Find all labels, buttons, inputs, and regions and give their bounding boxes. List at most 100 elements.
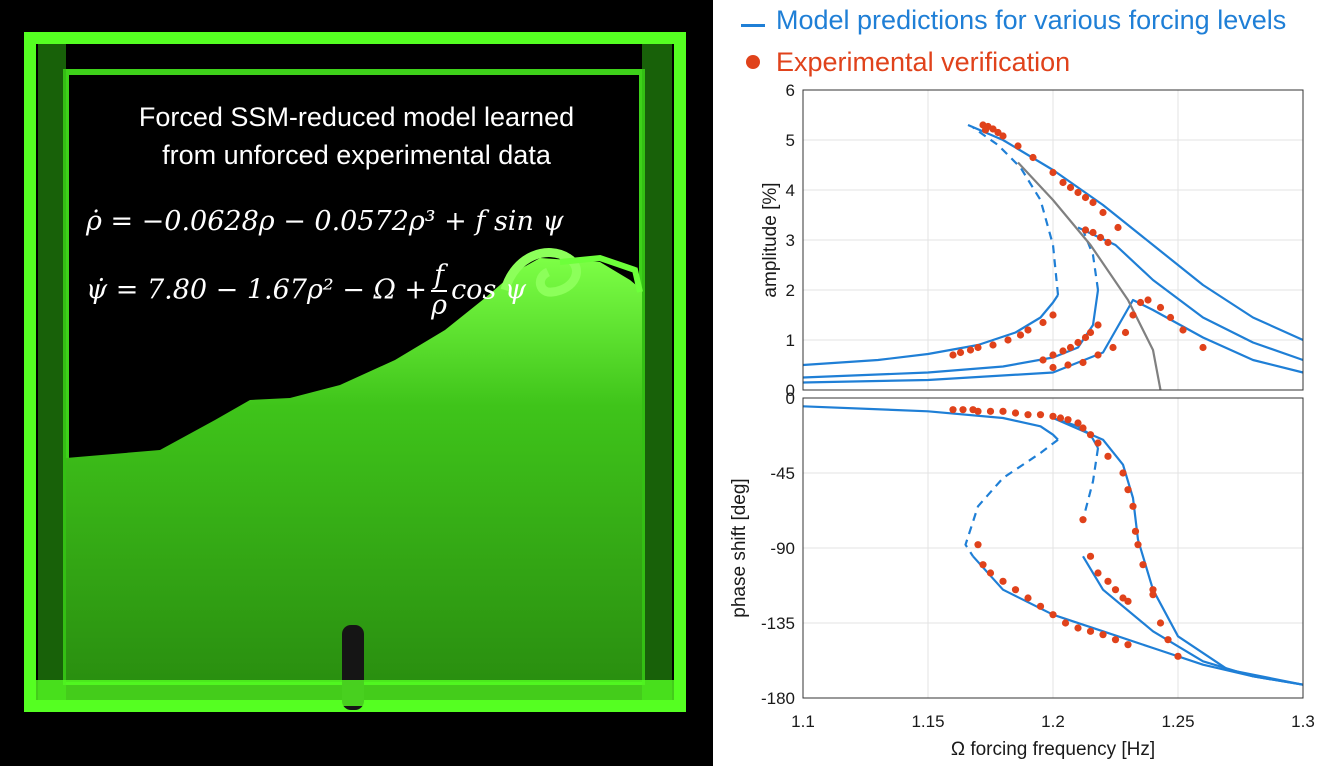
panel-amplitude: 6 5 4 3 2 1 0 amplitude [%] — [760, 81, 1304, 400]
experiment-point — [999, 407, 1007, 415]
experiment-point — [1086, 328, 1095, 337]
y-axis-label-amplitude: amplitude [%] — [760, 182, 781, 297]
experiment-point — [1104, 238, 1112, 247]
experiment-point — [1036, 411, 1045, 419]
tank-base — [30, 680, 680, 706]
model-curve — [802, 294, 1059, 367]
model-curve — [802, 405, 1059, 441]
experiment-point — [1036, 602, 1045, 610]
experiment-point — [1104, 452, 1112, 460]
experiment-point — [1024, 326, 1032, 334]
experiment-point — [1074, 338, 1082, 347]
experiment-point — [1179, 326, 1187, 334]
model-curve-unstable — [972, 126, 1060, 296]
experiment-point — [1061, 619, 1070, 627]
equation-rho: ρ̇ = −0.0628ρ − 0.0572ρ³ + f sin ψ — [86, 206, 564, 237]
experiment-point — [986, 569, 995, 577]
y-tick-label: 4 — [786, 181, 795, 200]
experiment-point — [1124, 597, 1132, 605]
experiment-point — [1074, 188, 1082, 197]
experiment-point — [1131, 527, 1140, 535]
experiment-point — [1049, 311, 1057, 319]
legend-line-swatch — [730, 5, 776, 36]
legend-dot-swatch — [730, 47, 776, 78]
chart-legend: Model predictions for various forcing le… — [730, 0, 1323, 90]
panel-phase: 0 -45 -90 -135 -180 phase shift [deg] — [729, 389, 1304, 708]
model-curve-unstable — [1081, 229, 1100, 291]
experiment-point — [1129, 502, 1137, 510]
experiment-point — [1111, 586, 1120, 594]
experiment-point — [1079, 516, 1087, 524]
model-curve — [1082, 555, 1304, 686]
wave-spray — [559, 254, 643, 293]
legend-model-label: Model predictions for various forcing le… — [776, 4, 1287, 35]
experiment-point — [1121, 328, 1130, 337]
model-curve-unstable — [964, 438, 1059, 557]
experiment-point — [1099, 208, 1107, 217]
experiment-point — [1089, 228, 1097, 237]
experiment-point — [1119, 469, 1127, 477]
x-tick-label: 1.25 — [1161, 712, 1194, 731]
experiment-point — [979, 561, 987, 569]
experiment-point — [959, 406, 967, 414]
experiment-point — [949, 351, 957, 359]
experiment-point — [1114, 223, 1122, 232]
experiment-point — [1094, 569, 1102, 577]
experiment-point — [1104, 577, 1112, 585]
x-axis-label: Ω forcing frequency [Hz] — [951, 739, 1155, 760]
experiment-point — [1174, 652, 1182, 660]
experiment-point — [1081, 333, 1090, 342]
experiment-point — [956, 348, 965, 357]
experiment-point — [1109, 343, 1117, 352]
experiment-point — [974, 407, 982, 415]
experiment-point — [1089, 198, 1097, 207]
experiment-point — [1086, 627, 1095, 635]
experiment-point — [1029, 153, 1037, 162]
y-tick-label: 3 — [786, 231, 795, 250]
x-tick-label: 1.2 — [1041, 712, 1065, 731]
experiment-point — [1049, 351, 1057, 359]
experiment-point — [1144, 296, 1152, 304]
experiment-point — [1086, 431, 1095, 439]
sloshing-tank-illustration — [24, 32, 686, 712]
experiment-point — [1164, 636, 1172, 644]
plot-frame-amplitude — [802, 89, 1304, 391]
experiment-point — [1049, 611, 1057, 619]
experiment-point — [1066, 183, 1075, 192]
experiment-point — [999, 577, 1007, 585]
equation-psi-right: cos ψ — [451, 274, 527, 306]
experiment-point — [1039, 318, 1047, 327]
model-curve — [802, 298, 1304, 384]
y-tick-label: 2 — [786, 281, 795, 300]
experiment-point — [1094, 351, 1102, 359]
experiment-point — [999, 132, 1007, 140]
experiment-point — [1004, 336, 1012, 344]
experiment-point — [1074, 624, 1082, 632]
experiment-point — [1016, 331, 1025, 339]
tank-left-wall — [38, 44, 66, 700]
legend-item-model: Model predictions for various forcing le… — [730, 0, 1286, 40]
experiment-point — [1081, 193, 1090, 202]
experiment-point — [1094, 321, 1102, 329]
legend-item-experiment: Experimental verification — [730, 42, 1070, 82]
experiment-point — [1199, 343, 1207, 352]
experiment-point — [1086, 552, 1095, 560]
experiment-point — [1011, 409, 1020, 417]
experiment-point — [989, 125, 997, 133]
experiment-point — [1111, 636, 1120, 644]
experiment-point — [1156, 303, 1165, 312]
model-curve — [1052, 416, 1304, 686]
experiment-point — [1166, 313, 1175, 322]
plot-frame-phase — [802, 397, 1304, 699]
experiment-point — [1059, 178, 1067, 187]
y-tick-label: -45 — [770, 464, 795, 483]
equation-denominator: ρ — [431, 290, 447, 321]
x-tick-label: 1.3 — [1291, 712, 1315, 731]
experiment-point — [1079, 358, 1087, 367]
experiment-point — [1056, 414, 1065, 422]
experiment-point — [1149, 591, 1157, 599]
experiment-point — [1099, 631, 1107, 639]
experiment-point — [1049, 412, 1057, 420]
